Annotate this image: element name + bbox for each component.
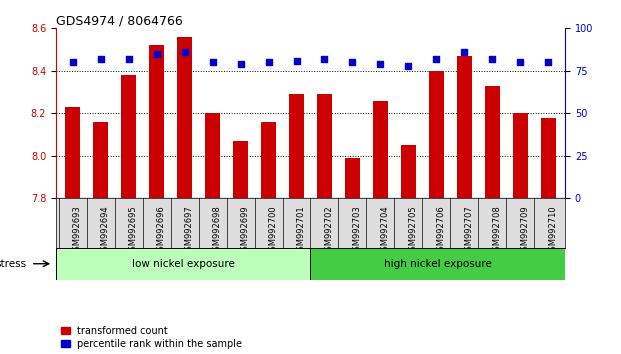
Point (96, 56, 106, 62)
Bar (289, 94, 304, 198)
Text: GSM992701: GSM992701 (296, 206, 306, 256)
Bar (310, 248, 565, 280)
Text: GSM992694: GSM992694 (101, 206, 110, 256)
Text: GSM992696: GSM992696 (156, 206, 166, 256)
Point (404, 63, 414, 69)
Bar (317, 94, 332, 198)
Point (432, 56, 442, 62)
Bar (428, 71, 444, 198)
Text: GSM992710: GSM992710 (548, 206, 557, 256)
Text: GSM992708: GSM992708 (492, 206, 501, 256)
Text: GSM992698: GSM992698 (212, 206, 222, 256)
Bar (484, 86, 500, 198)
Bar (65, 107, 80, 198)
Text: GSM992695: GSM992695 (129, 206, 138, 256)
Legend: transformed count, percentile rank within the sample: transformed count, percentile rank withi… (61, 326, 242, 349)
Text: GSM992706: GSM992706 (437, 206, 445, 256)
Bar (456, 56, 472, 198)
Text: GSM992704: GSM992704 (381, 206, 389, 256)
Bar (177, 37, 193, 198)
Bar (121, 75, 137, 198)
Bar (345, 158, 360, 198)
Text: high nickel exposure: high nickel exposure (384, 259, 492, 269)
Point (348, 59, 358, 65)
Point (515, 59, 525, 65)
Text: GSM992705: GSM992705 (409, 206, 417, 256)
Point (460, 49, 469, 55)
Text: GSM992700: GSM992700 (268, 206, 278, 256)
Text: GDS4974 / 8064766: GDS4974 / 8064766 (56, 14, 183, 27)
Point (152, 51, 161, 57)
Text: stress: stress (0, 259, 27, 269)
Bar (93, 122, 108, 198)
Bar (513, 113, 528, 198)
Bar (149, 45, 165, 198)
Point (543, 59, 553, 65)
Bar (541, 118, 556, 198)
Bar (56, 248, 310, 280)
Point (207, 59, 217, 65)
Text: GSM992709: GSM992709 (520, 206, 529, 256)
Point (487, 56, 497, 62)
Point (235, 61, 245, 67)
Text: low nickel exposure: low nickel exposure (132, 259, 235, 269)
Bar (205, 113, 220, 198)
Point (320, 56, 330, 62)
Point (179, 49, 189, 55)
Bar (373, 101, 388, 198)
Text: GSM992707: GSM992707 (465, 206, 473, 256)
Text: GSM992697: GSM992697 (184, 206, 194, 256)
Point (291, 58, 301, 63)
Point (68, 59, 78, 65)
Bar (261, 122, 276, 198)
Point (124, 56, 134, 62)
Bar (401, 145, 416, 198)
Text: GSM992699: GSM992699 (240, 206, 250, 256)
Bar (233, 141, 248, 198)
Text: GSM992693: GSM992693 (73, 206, 82, 256)
Point (376, 61, 386, 67)
Text: GSM992703: GSM992703 (353, 206, 361, 256)
Text: GSM992702: GSM992702 (325, 206, 333, 256)
Point (263, 59, 273, 65)
